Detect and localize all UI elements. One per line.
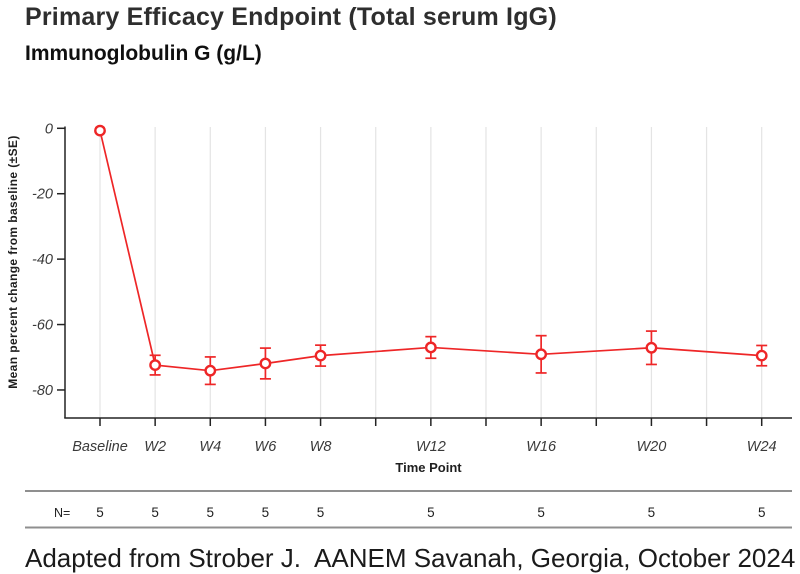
footer-caption: Adapted from Strober J. AANEM Savanah, G… <box>25 543 796 573</box>
data-point-marker <box>204 364 217 377</box>
data-point-marker <box>314 349 327 362</box>
series-markers <box>94 124 768 377</box>
data-point-marker <box>424 341 437 354</box>
n-row-label: N= <box>54 506 70 520</box>
n-value: 5 <box>317 505 325 520</box>
x-tick-label: W12 <box>416 439 446 455</box>
data-point-marker <box>94 124 106 137</box>
x-tick-label: Baseline <box>72 439 128 455</box>
x-tick-label: W8 <box>310 439 332 455</box>
y-axis-ticks: 0 -20 -40 -60 -80 <box>32 121 65 399</box>
n-value: 5 <box>151 505 159 520</box>
gridlines <box>99 127 763 418</box>
n-value: 5 <box>262 505 270 520</box>
n-value: 5 <box>537 505 545 520</box>
x-tick-label: W20 <box>637 439 667 455</box>
data-point-marker <box>645 341 658 354</box>
data-point-marker <box>535 348 548 361</box>
x-axis-label: Time Point <box>395 460 462 475</box>
x-axis-ticks <box>99 418 763 426</box>
data-point-marker <box>149 359 162 372</box>
x-tick-label: W4 <box>199 439 221 455</box>
y-tick-label: -60 <box>32 318 53 334</box>
n-value: 5 <box>207 505 215 520</box>
data-point-marker <box>259 357 272 370</box>
y-tick-label: -80 <box>32 383 53 399</box>
x-tick-labels: Baseline W2 W4 W6 W8 W12 W16 W20 W24 <box>72 439 776 455</box>
n-value: 5 <box>648 505 656 520</box>
error-bars <box>149 330 768 386</box>
axes <box>64 126 792 419</box>
n-value: 5 <box>758 505 766 520</box>
page-title: Primary Efficacy Endpoint (Total serum I… <box>25 3 557 31</box>
n-value: 5 <box>427 505 435 520</box>
x-tick-label: W6 <box>255 439 278 455</box>
n-value: 5 <box>96 505 104 520</box>
y-tick-label: -40 <box>32 252 53 268</box>
y-axis-label: Mean percent change from baseline (±SE) <box>6 135 20 389</box>
y-tick-label: -20 <box>32 187 53 203</box>
chart-subtitle: Immunoglobulin G (g/L) <box>25 42 262 65</box>
n-row: N= 5 5 5 5 5 5 5 5 5 <box>25 490 792 529</box>
x-tick-label: W16 <box>526 439 557 455</box>
data-point-marker <box>755 349 768 362</box>
y-tick-label: 0 <box>45 121 53 137</box>
x-tick-label: W2 <box>144 439 166 455</box>
x-tick-label: W24 <box>747 439 777 455</box>
